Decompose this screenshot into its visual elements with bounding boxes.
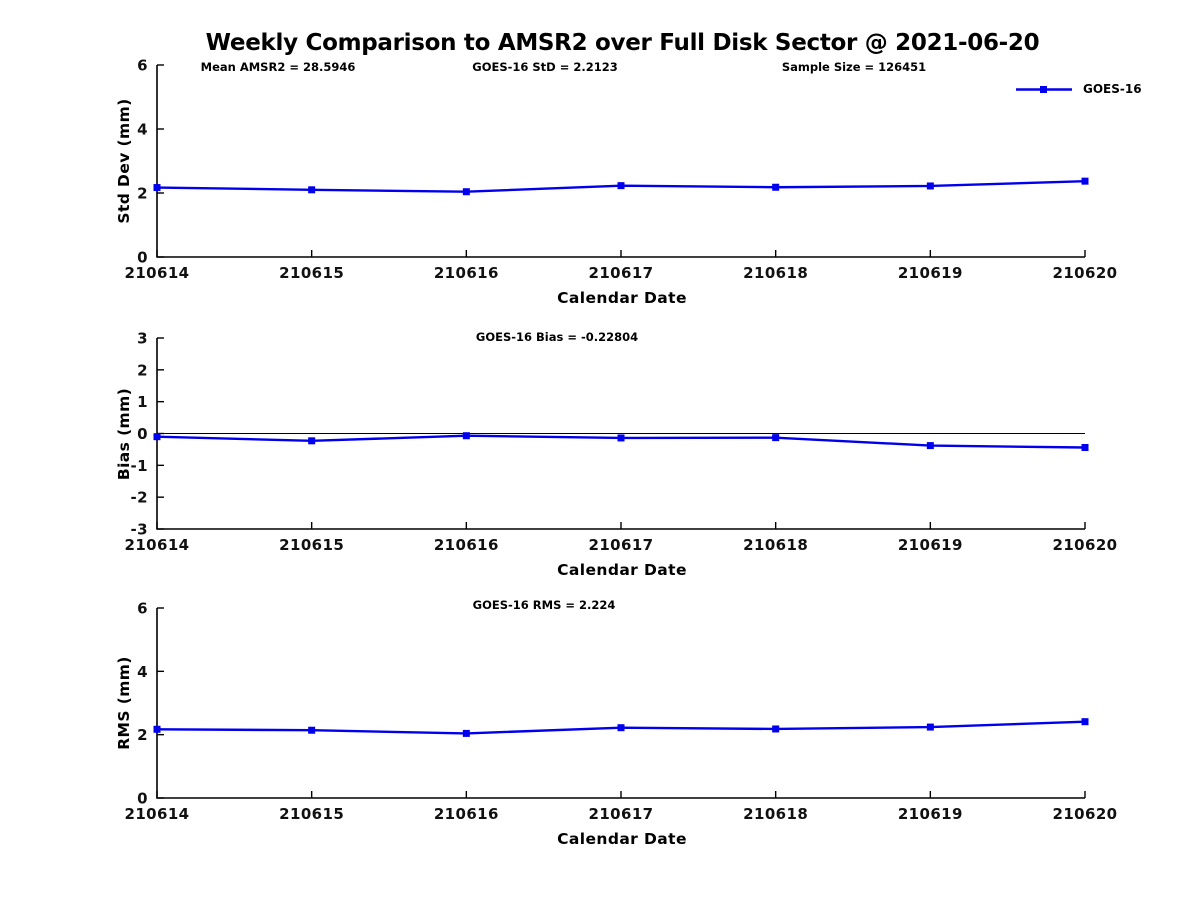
x-axis-label-rms: Calendar Date [557,830,687,848]
annotation-goes16-rms: GOES-16 RMS = 2.224 [472,598,616,612]
x-tick-label: 210614 [124,805,189,823]
data-point-marker [1081,177,1089,185]
x-tick-label: 210617 [588,264,653,282]
x-tick-label: 210615 [279,536,344,554]
y-axis-ticks: 0 2 4 6 [137,600,164,808]
data-point-marker [308,186,316,194]
x-tick-label: 210616 [434,264,499,282]
legend-line-marker-icon [1016,85,1072,93]
data-point-marker [926,442,934,450]
data-point-marker [1081,718,1089,726]
x-axis-ticks: 210614 210615 210616 210617 210618 210619 2106… [124,791,1117,823]
data-point-marker [462,432,470,440]
data-point-marker [772,434,780,442]
data-markers-goes-16 [153,177,1089,196]
x-tick-label: 210620 [1052,264,1117,282]
x-axis-label-bias: Calendar Date [557,561,687,579]
x-tick-label: 210619 [898,264,963,282]
x-tick-label: 210619 [898,805,963,823]
x-axis-ticks: 210614 210615 210616 210617 210618 210619 2106… [124,250,1117,282]
y-tick-label: 0 [137,790,148,808]
y-tick-label: 1 [137,393,148,411]
y-tick-label: 2 [137,361,148,379]
data-point-marker [926,182,934,190]
y-tick-label: 2 [137,185,148,203]
y-tick-label: -1 [131,457,148,475]
x-tick-label: 210616 [434,805,499,823]
data-point-marker [462,188,470,196]
legend: GOES-16 [1014,82,1142,96]
x-tick-label: 210619 [898,536,963,554]
data-point-marker [153,184,161,192]
x-tick-label: 210618 [743,264,808,282]
x-tick-label: 210615 [279,805,344,823]
data-point-marker [153,725,161,733]
y-axis-ticks: 0 2 4 6 [137,57,164,267]
x-tick-label: 210620 [1052,536,1117,554]
data-markers-goes-16 [153,718,1089,737]
data-point-marker [1081,444,1089,452]
data-markers-goes-16 [153,432,1089,452]
x-tick-label: 210620 [1052,805,1117,823]
subplot-std-dev: 0 2 4 6 210614 210615 210616 210617 210618 210619… [124,57,1117,283]
y-tick-label: 0 [137,425,148,443]
data-point-marker [617,724,625,732]
x-tick-label: 210618 [743,536,808,554]
x-tick-label: 210614 [124,264,189,282]
y-tick-label: -3 [131,521,148,539]
y-tick-label: 6 [137,57,148,75]
y-tick-label: 3 [137,330,148,348]
axis-frame [156,65,1085,258]
data-point-marker [772,725,780,733]
legend-label: GOES-16 [1083,82,1142,96]
figure-title: Weekly Comparison to AMSR2 over Full Dis… [205,30,1040,56]
x-tick-label: 210615 [279,264,344,282]
data-point-marker [462,729,470,737]
y-axis-label-rms: RMS (mm) [115,656,133,750]
data-point-marker [772,183,780,191]
y-axis-label-std-dev: Std Dev (mm) [115,98,133,224]
data-point-marker [308,437,316,445]
x-tick-label: 210614 [124,536,189,554]
y-tick-label: 4 [137,121,148,139]
data-point-marker [617,434,625,442]
x-tick-label: 210616 [434,536,499,554]
subplot-rms: 0 2 4 6 210614 210615 210616 210617 210618 210619… [124,600,1117,824]
data-point-marker [926,723,934,731]
annotation-sample-size: Sample Size = 126451 [781,60,927,74]
y-tick-label: -2 [131,489,148,507]
annotation-goes16-bias: GOES-16 Bias = -0.22804 [475,330,639,344]
y-tick-label: 2 [137,726,148,744]
annotation-goes16-std: GOES-16 StD = 2.2123 [472,60,618,74]
x-tick-label: 210617 [588,805,653,823]
annotation-mean-amsr2: Mean AMSR2 = 28.5946 [200,60,356,74]
x-axis-ticks: 210614 210615 210616 210617 210618 210619 2106… [124,522,1117,554]
y-axis-label-bias: Bias (mm) [115,387,133,481]
x-tick-label: 210618 [743,805,808,823]
y-tick-label: 4 [137,663,148,681]
x-tick-label: 210617 [588,536,653,554]
subplot-bias: -3 -2 -1 0 1 2 3 210614 210615 210616 210617 210618… [124,330,1117,555]
y-axis-ticks: -3 -2 -1 0 1 2 3 [131,330,164,539]
data-point-marker [153,433,161,441]
x-axis-label-std-dev: Calendar Date [557,289,687,307]
y-tick-label: 6 [137,600,148,618]
axis-frame [156,608,1085,799]
data-point-marker [308,726,316,734]
y-tick-label: 0 [137,249,148,267]
data-point-marker [617,182,625,190]
